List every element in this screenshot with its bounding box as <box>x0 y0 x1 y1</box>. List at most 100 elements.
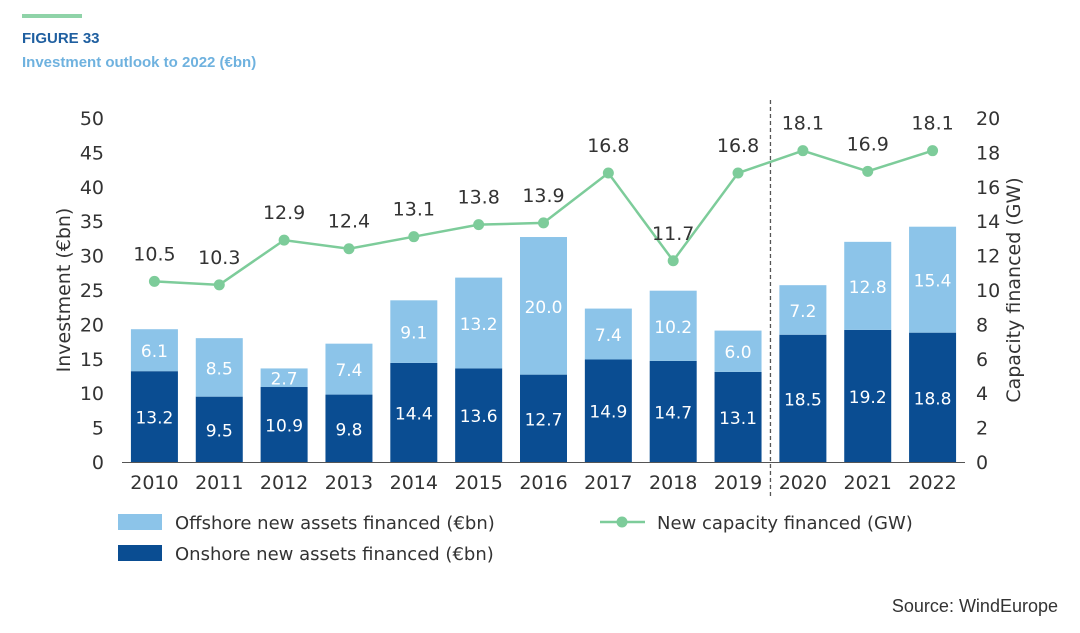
onshore-bar <box>195 396 243 462</box>
onshore-value-label: 12.7 <box>525 410 563 430</box>
onshore-value-label: 13.1 <box>719 409 757 429</box>
x-tick-label: 2016 <box>519 472 567 494</box>
y-tick-label: 15 <box>80 349 104 371</box>
offshore-value-label: 7.4 <box>595 326 622 346</box>
offshore-value-label: 13.2 <box>460 315 498 335</box>
y-tick-label: 10 <box>80 383 104 405</box>
offshore-value-label: 15.4 <box>914 272 952 292</box>
y2-tick-label: 6 <box>976 349 988 371</box>
offshore-value-label: 7.4 <box>335 361 362 381</box>
capacity-point <box>602 167 614 179</box>
capacity-value-label: 18.1 <box>911 113 953 135</box>
capacity-value-label: 12.9 <box>263 202 305 224</box>
y2-tick-label: 14 <box>976 211 1000 233</box>
y2-tick-label: 0 <box>976 452 988 474</box>
y-tick-label: 20 <box>80 314 104 336</box>
y2-tick-label: 10 <box>976 280 1000 302</box>
offshore-bar <box>130 329 178 372</box>
capacity-point <box>797 145 809 157</box>
offshore-bar <box>390 300 438 363</box>
y-tick-label: 5 <box>92 418 104 440</box>
legend-capacity-label: New capacity financed (GW) <box>657 513 913 534</box>
legend-offshore-swatch <box>118 514 162 530</box>
offshore-value-label: 12.8 <box>849 278 887 298</box>
onshore-bar <box>584 359 632 462</box>
x-tick-label: 2015 <box>454 472 502 494</box>
offshore-bar <box>649 290 697 361</box>
y2-tick-label: 18 <box>976 142 1000 164</box>
x-tick-label: 2018 <box>649 472 697 494</box>
onshore-value-label: 13.6 <box>460 407 498 427</box>
legend-offshore-label: Offshore new assets financed (€bn) <box>175 513 495 534</box>
capacity-value-label: 10.5 <box>133 243 175 265</box>
figure-title: Investment outlook to 2022 (€bn) <box>22 54 257 71</box>
y-tick-label: 0 <box>92 452 104 474</box>
offshore-value-label: 6.1 <box>141 342 168 362</box>
onshore-value-label: 14.7 <box>654 403 692 423</box>
y-tick-label: 40 <box>80 177 104 199</box>
x-tick-label: 2021 <box>844 472 892 494</box>
onshore-bar <box>844 329 892 462</box>
x-tick-label: 2014 <box>390 472 438 494</box>
x-tick-label: 2013 <box>325 472 373 494</box>
onshore-bar <box>779 334 827 462</box>
onshore-bar <box>325 394 373 462</box>
onshore-value-label: 9.8 <box>335 420 362 440</box>
y2-tick-label: 8 <box>976 314 988 336</box>
onshore-value-label: 10.9 <box>265 417 303 437</box>
offshore-bar <box>455 277 503 369</box>
capacity-point <box>343 243 355 255</box>
x-tick-label: 2020 <box>779 472 827 494</box>
accent-rule <box>22 14 82 18</box>
capacity-point <box>408 231 420 243</box>
capacity-value-label: 13.8 <box>457 187 499 209</box>
offshore-bar <box>909 226 957 333</box>
onshore-bar <box>260 387 308 462</box>
capacity-value-label: 16.9 <box>847 133 889 155</box>
onshore-bar <box>130 371 178 462</box>
capacity-point <box>538 217 549 229</box>
capacity-point <box>473 219 485 231</box>
capacity-value-label: 18.1 <box>782 113 824 135</box>
offshore-value-label: 2.7 <box>271 370 298 390</box>
capacity-value-label: 13.1 <box>393 199 435 221</box>
onshore-bar <box>520 374 567 462</box>
capacity-value-label: 13.9 <box>522 185 564 207</box>
y2-tick-label: 4 <box>976 383 988 405</box>
y2-axis-title: Capacity financed (GW) <box>1003 177 1025 402</box>
offshore-bar <box>195 338 243 397</box>
capacity-point <box>862 165 874 177</box>
onshore-value-label: 18.8 <box>914 389 952 409</box>
legend-onshore-label: Onshore new assets financed (€bn) <box>175 544 494 565</box>
figure-label: FIGURE 33 <box>22 30 100 47</box>
offshore-value-label: 10.2 <box>654 318 692 338</box>
legend-line-marker <box>616 516 628 528</box>
y-tick-label: 35 <box>80 211 104 233</box>
onshore-bar <box>909 332 957 462</box>
offshore-bar <box>844 241 892 330</box>
y2-tick-label: 2 <box>976 418 988 440</box>
offshore-value-label: 6.0 <box>725 343 752 363</box>
y2-tick-label: 12 <box>976 246 1000 268</box>
offshore-bar <box>260 368 308 388</box>
offshore-value-label: 8.5 <box>206 359 233 379</box>
onshore-value-label: 14.4 <box>395 404 433 424</box>
y2-tick-label: 16 <box>976 177 1000 199</box>
capacity-value-label: 16.8 <box>587 135 629 157</box>
offshore-value-label: 20.0 <box>525 298 563 318</box>
capacity-point <box>927 145 939 157</box>
capacity-point <box>148 275 160 287</box>
x-tick-label: 2022 <box>908 472 956 494</box>
capacity-value-label: 12.4 <box>328 211 370 233</box>
y-tick-label: 50 <box>80 108 104 130</box>
offshore-bar <box>714 330 762 372</box>
offshore-value-label: 7.2 <box>789 302 816 322</box>
onshore-value-label: 9.5 <box>206 421 233 441</box>
offshore-bar <box>584 308 632 360</box>
onshore-bar <box>649 360 697 462</box>
capacity-value-label: 11.7 <box>652 223 694 245</box>
legend-onshore-swatch <box>118 545 162 561</box>
onshore-value-label: 13.2 <box>135 409 173 429</box>
onshore-bar <box>714 371 762 462</box>
x-tick-label: 2017 <box>584 472 632 494</box>
